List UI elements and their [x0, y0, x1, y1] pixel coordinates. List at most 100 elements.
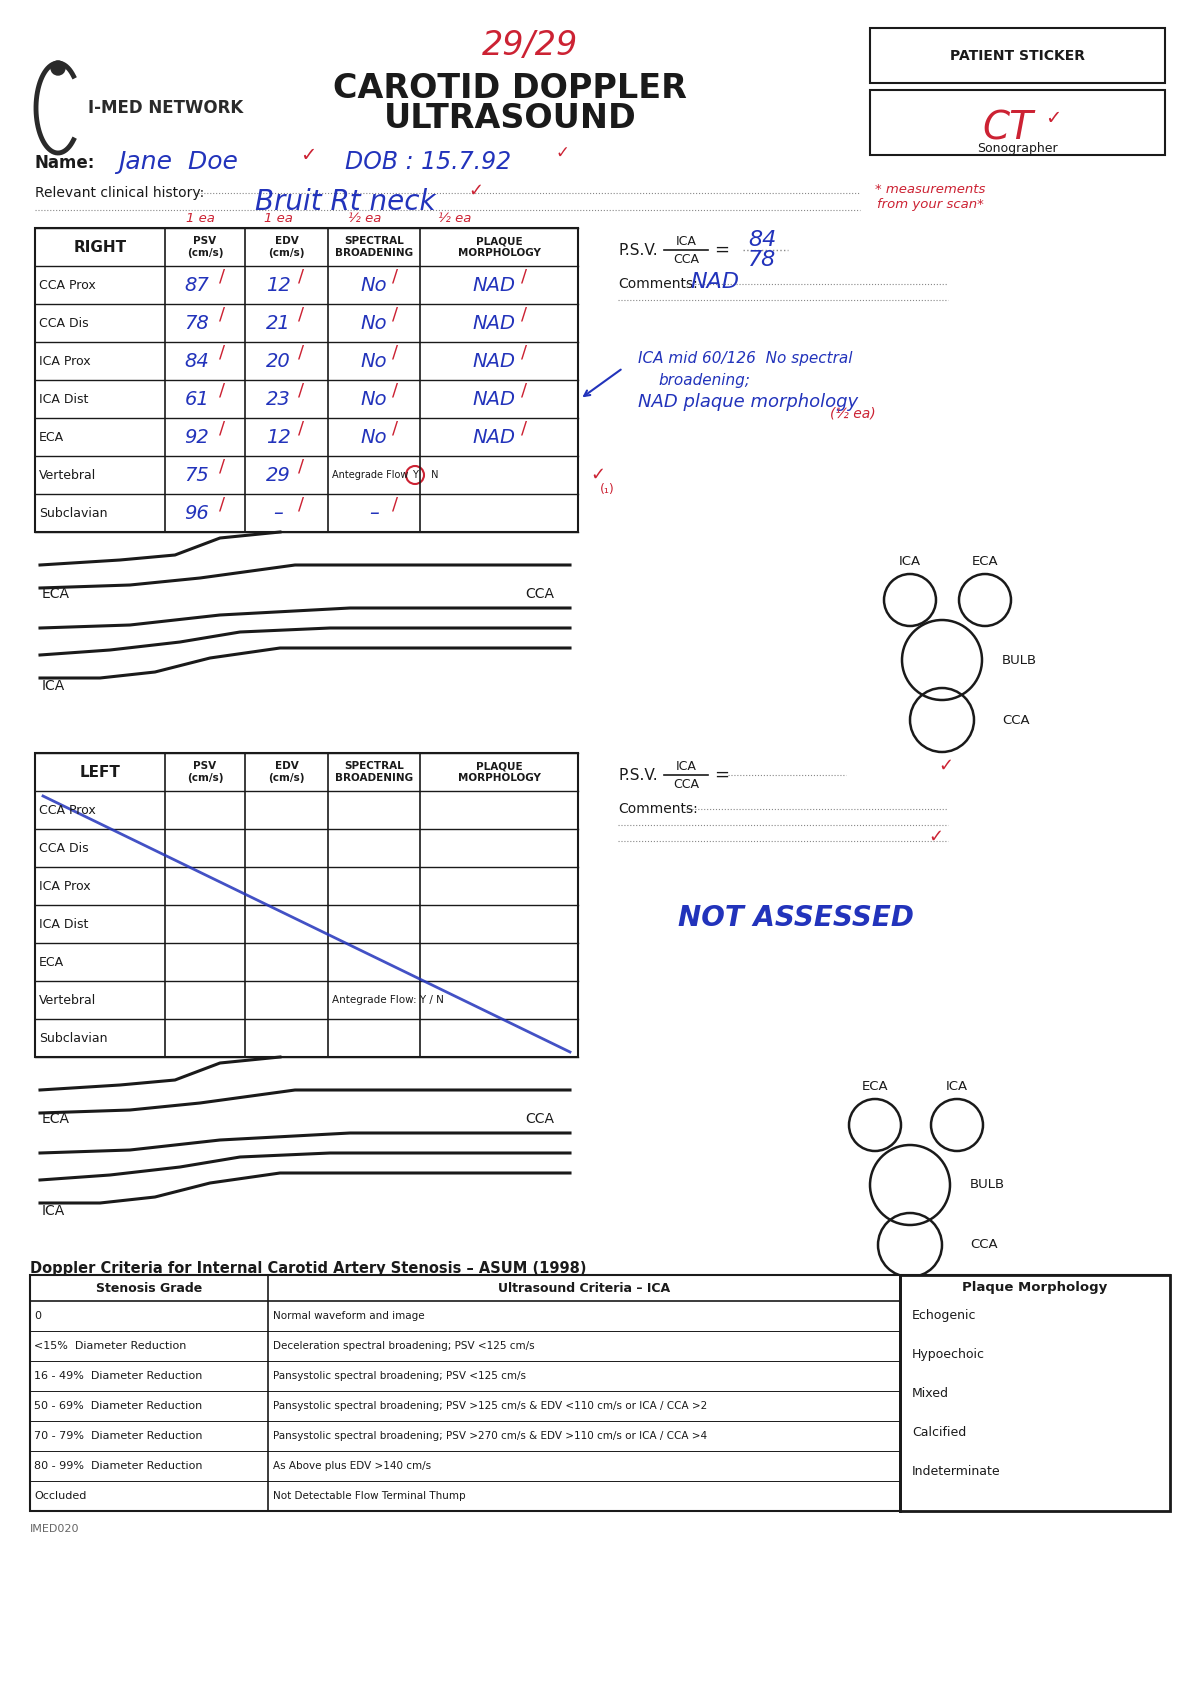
Text: CCA: CCA	[673, 778, 698, 791]
Text: 29/29: 29/29	[482, 29, 578, 61]
Text: ECA: ECA	[42, 588, 70, 601]
Text: CCA: CCA	[673, 253, 698, 265]
Text: (½ ea): (½ ea)	[830, 406, 876, 419]
Text: /: /	[392, 306, 398, 323]
Text: BULB: BULB	[1002, 654, 1037, 667]
Text: /: /	[521, 380, 527, 399]
Text: /: /	[392, 267, 398, 285]
Bar	[900, 1275, 1170, 1511]
Text: CT: CT	[982, 109, 1033, 148]
Text: CCA: CCA	[526, 1112, 554, 1126]
Text: (₁): (₁)	[600, 482, 614, 496]
Text: ✓: ✓	[938, 757, 953, 774]
Text: 96: 96	[185, 504, 209, 523]
Text: 50 - 69%  Diameter Reduction: 50 - 69% Diameter Reduction	[34, 1401, 203, 1411]
Text: /: /	[220, 267, 226, 285]
Text: Name:: Name:	[35, 155, 95, 171]
Text: No: No	[361, 275, 388, 294]
Text: /: /	[299, 496, 305, 513]
Text: No: No	[361, 351, 388, 370]
Text: DOB : 15.7.92: DOB : 15.7.92	[346, 149, 511, 173]
Text: ✓: ✓	[554, 144, 569, 161]
Text: CCA Prox: CCA Prox	[38, 803, 96, 817]
Text: NAD: NAD	[690, 272, 739, 292]
Text: 0: 0	[34, 1311, 41, 1321]
Text: Not Detectable Flow Terminal Thump: Not Detectable Flow Terminal Thump	[274, 1491, 466, 1501]
Text: ✓: ✓	[468, 182, 484, 200]
Text: Calcified: Calcified	[912, 1426, 966, 1440]
Text: 23: 23	[266, 389, 290, 409]
Text: /: /	[299, 457, 305, 475]
Text: SPECTRAL
BROADENING: SPECTRAL BROADENING	[335, 761, 413, 783]
Text: EDV
(cm/s): EDV (cm/s)	[269, 236, 305, 258]
Text: No: No	[361, 428, 388, 447]
Text: * measurements
from your scan*: * measurements from your scan*	[875, 183, 985, 211]
Text: EDV
(cm/s): EDV (cm/s)	[269, 761, 305, 783]
Text: ICA mid 60/126  No spectral: ICA mid 60/126 No spectral	[638, 350, 852, 365]
Text: ECA: ECA	[42, 1112, 70, 1126]
Text: BULB: BULB	[970, 1178, 1006, 1192]
Text: 87: 87	[185, 275, 209, 294]
Text: ICA: ICA	[42, 1204, 65, 1217]
Text: ECA: ECA	[38, 956, 64, 968]
Text: PSV
(cm/s): PSV (cm/s)	[187, 761, 223, 783]
Text: Antegrade Flow: Antegrade Flow	[332, 470, 408, 481]
Text: Subclavian: Subclavian	[38, 506, 108, 520]
Text: NAD: NAD	[473, 351, 516, 370]
Text: /: /	[521, 343, 527, 362]
Text: Mixed: Mixed	[912, 1387, 949, 1399]
Text: PLAQUE
MORPHOLOGY: PLAQUE MORPHOLOGY	[457, 236, 540, 258]
Text: /: /	[220, 496, 226, 513]
Text: 78: 78	[748, 250, 776, 270]
Text: LEFT: LEFT	[79, 764, 120, 779]
Text: NAD: NAD	[473, 389, 516, 409]
Text: Relevant clinical history:: Relevant clinical history:	[35, 187, 204, 200]
Text: Bruit Rt neck: Bruit Rt neck	[256, 188, 436, 216]
Text: No: No	[361, 314, 388, 333]
Text: ICA: ICA	[946, 1080, 968, 1094]
Text: SPECTRAL
BROADENING: SPECTRAL BROADENING	[335, 236, 413, 258]
Text: Occluded: Occluded	[34, 1491, 86, 1501]
Text: IMED020: IMED020	[30, 1525, 79, 1533]
Text: CAROTID DOPPLER: CAROTID DOPPLER	[334, 71, 686, 105]
Text: NOT ASSESSED: NOT ASSESSED	[678, 903, 914, 932]
Text: CCA: CCA	[970, 1238, 997, 1251]
Text: 12: 12	[266, 428, 290, 447]
Text: RIGHT: RIGHT	[73, 239, 126, 255]
Text: ECA: ECA	[38, 431, 64, 443]
Bar	[35, 228, 578, 531]
Text: /: /	[392, 343, 398, 362]
Text: 1 ea: 1 ea	[264, 212, 293, 224]
Text: /: /	[299, 380, 305, 399]
Text: ECA: ECA	[862, 1080, 888, 1094]
Text: Plaque Morphology: Plaque Morphology	[962, 1282, 1108, 1294]
Text: /: /	[521, 306, 527, 323]
Text: CCA Dis: CCA Dis	[38, 842, 89, 854]
Text: /: /	[392, 419, 398, 436]
Text: Doppler Criteria for Internal Carotid Artery Stenosis – ASUM (1998): Doppler Criteria for Internal Carotid Ar…	[30, 1262, 587, 1277]
Text: 12: 12	[266, 275, 290, 294]
Text: Y: Y	[412, 470, 418, 481]
Text: Comments:: Comments:	[618, 801, 697, 817]
Text: PATIENT STICKER: PATIENT STICKER	[950, 49, 1085, 63]
Text: <15%  Diameter Reduction: <15% Diameter Reduction	[34, 1341, 186, 1352]
Text: =: =	[714, 766, 730, 784]
Text: =: =	[714, 241, 730, 260]
Text: ICA Prox: ICA Prox	[38, 355, 91, 367]
Text: broadening;: broadening;	[658, 372, 750, 387]
Text: PLAQUE
MORPHOLOGY: PLAQUE MORPHOLOGY	[457, 761, 540, 783]
Text: 20: 20	[266, 351, 290, 370]
Text: /: /	[220, 457, 226, 475]
Text: Echogenic: Echogenic	[912, 1309, 977, 1321]
Text: /: /	[299, 267, 305, 285]
Text: 1 ea: 1 ea	[186, 212, 215, 224]
Text: /: /	[392, 380, 398, 399]
Text: Pansystolic spectral broadening; PSV >125 cm/s & EDV <110 cm/s or ICA / CCA >2: Pansystolic spectral broadening; PSV >12…	[274, 1401, 707, 1411]
Text: ✓: ✓	[1045, 109, 1062, 127]
Text: I-MED NETWORK: I-MED NETWORK	[88, 98, 244, 117]
Text: CCA: CCA	[1002, 713, 1030, 727]
Text: /: /	[299, 306, 305, 323]
Text: /: /	[220, 306, 226, 323]
Text: PSV
(cm/s): PSV (cm/s)	[187, 236, 223, 258]
Text: ICA Prox: ICA Prox	[38, 880, 91, 893]
